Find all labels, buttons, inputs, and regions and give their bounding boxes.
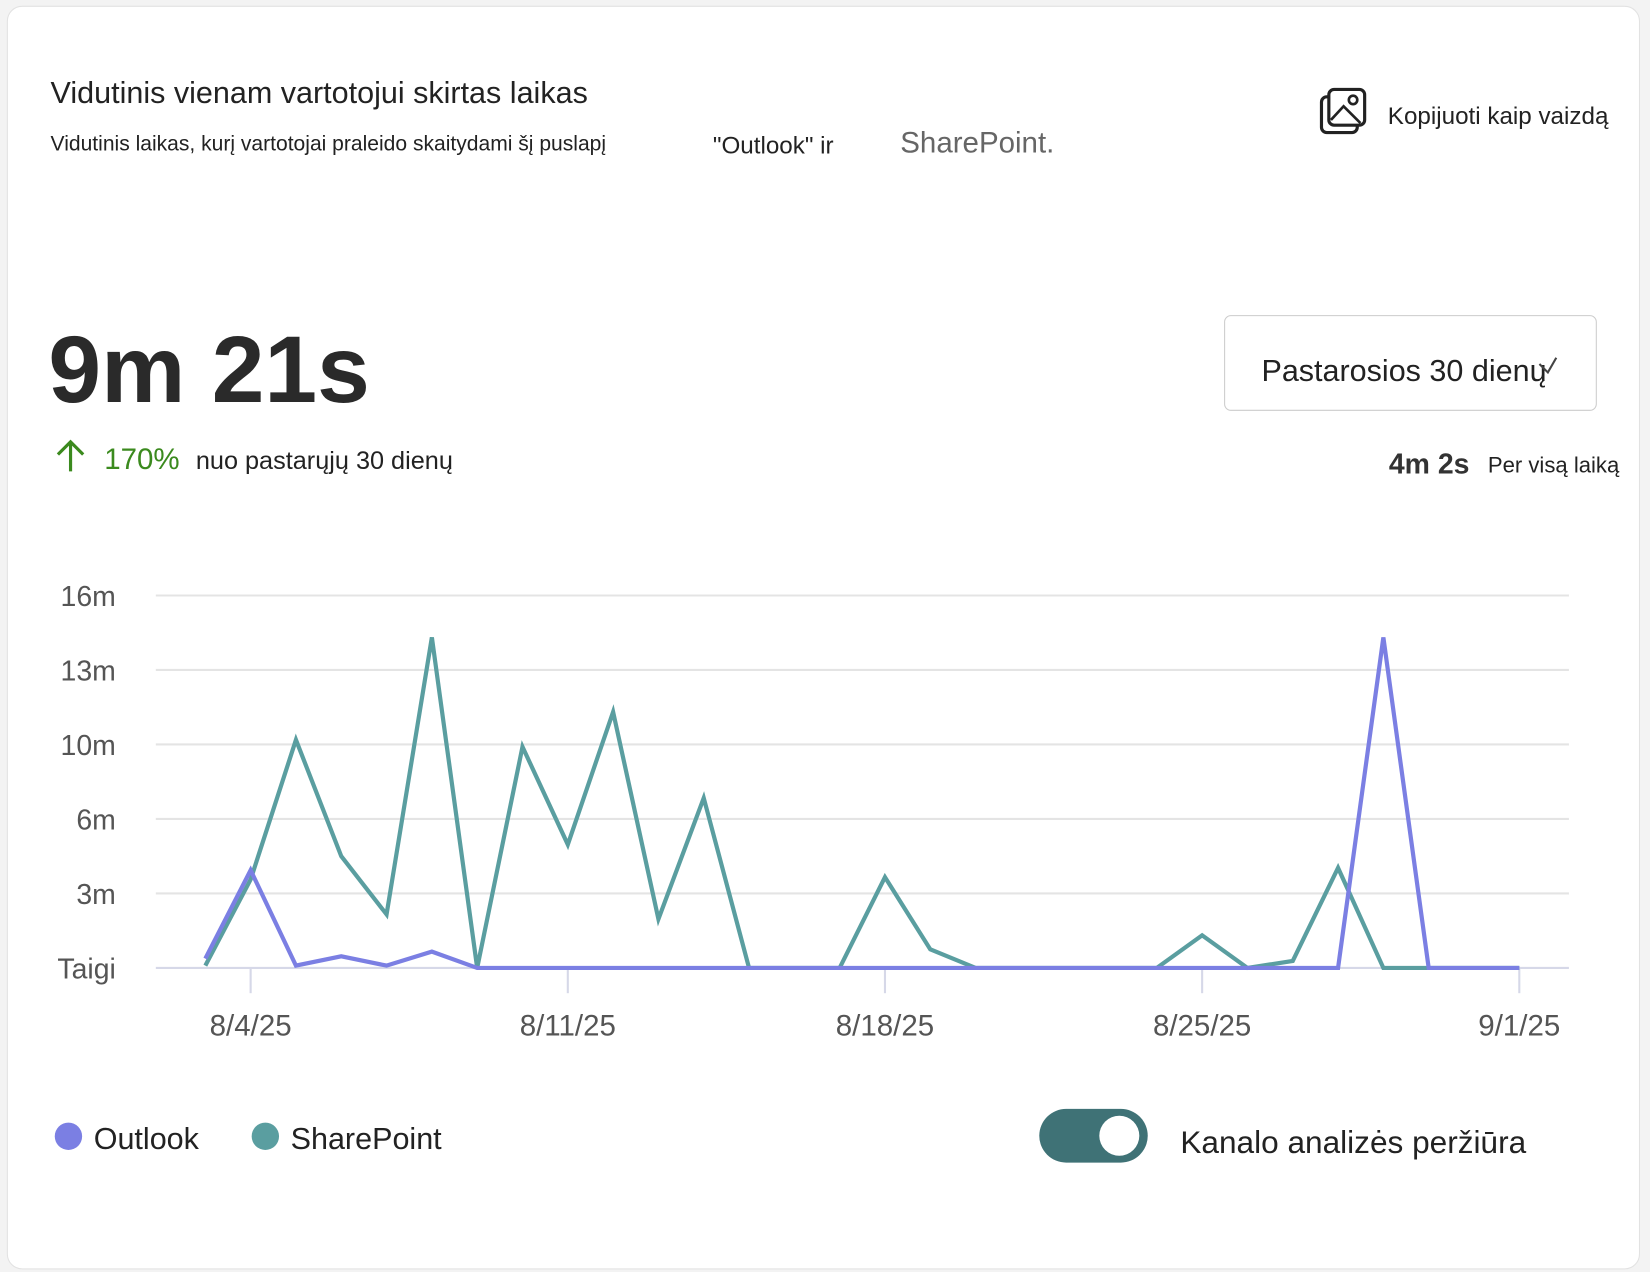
dropdown-box [1224, 315, 1597, 411]
subtitle-outlook: "Outlook" ir [713, 133, 834, 160]
period-dropdown[interactable]: Pastarosios 30 dienų [1224, 315, 1597, 411]
y-tick-label: 6m [76, 804, 115, 836]
toggle-label: Kanalo analizės peržiūra [1180, 1124, 1526, 1160]
y-tick-label: Taigi [57, 953, 115, 985]
copy-button-label: Kopijuoti kaip vaizdą [1388, 103, 1609, 130]
dropdown-label: Pastarosios 30 dienų [1261, 354, 1546, 388]
series-line [203, 637, 1520, 971]
series-line [203, 637, 1520, 971]
y-tick-label: 13m [61, 656, 116, 688]
all-time-value: 4m 2s [1389, 448, 1470, 480]
dropdown-chevron [1538, 357, 1558, 375]
card-subtitle: Vidutinis laikas, kurį vartotojai pralei… [51, 132, 607, 155]
legend-label: Outlook [94, 1122, 200, 1156]
plot: Taigi 3m 6m 10m 13m 16m 8/4/25 8/11/25 8/18/25 8/… [57, 581, 1569, 1042]
copy-button[interactable]: Kopijuoti kaip vaizdą [1319, 87, 1609, 135]
card [6, 5, 1640, 1270]
up-arrow [56, 439, 85, 472]
copy-icon-hill [1329, 104, 1362, 125]
legend-label: SharePoint [291, 1122, 443, 1156]
legend-swatch [251, 1122, 280, 1150]
analytics-toggle[interactable]: Kanalo analizės peržiūra [1039, 1108, 1527, 1163]
y-tick-label: 10m [61, 730, 116, 762]
all-time-label: Per visą laiką [1488, 452, 1620, 477]
toggle-knob [1099, 1115, 1140, 1156]
x-tick-label: 8/18/25 [836, 1009, 934, 1042]
y-tick-label: 3m [76, 879, 115, 911]
y-tick-label: 16m [61, 581, 116, 613]
card-title: Vidutinis vienam vartotojui skirtas laik… [51, 76, 588, 110]
x-tick-label: 8/4/25 [210, 1009, 292, 1042]
metric-value: 9m 21s [48, 317, 369, 423]
x-tick-label: 9/1/25 [1478, 1009, 1560, 1042]
x-tick-label: 8/25/25 [1153, 1009, 1251, 1042]
copy-icon-sun [1347, 94, 1359, 106]
legend: Outlook SharePoint [54, 1122, 443, 1156]
subtitle-sharepoint: SharePoint. [900, 127, 1054, 160]
metric-change: 170% [104, 443, 179, 476]
x-tick-label: 8/11/25 [520, 1009, 616, 1042]
metric-change-text: nuo pastarųjų 30 dienų [196, 447, 453, 475]
copy-icon [1327, 87, 1367, 127]
legend-swatch [54, 1122, 83, 1150]
